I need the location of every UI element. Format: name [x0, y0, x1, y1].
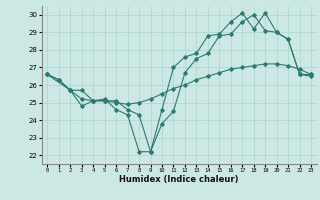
X-axis label: Humidex (Indice chaleur): Humidex (Indice chaleur) [119, 175, 239, 184]
